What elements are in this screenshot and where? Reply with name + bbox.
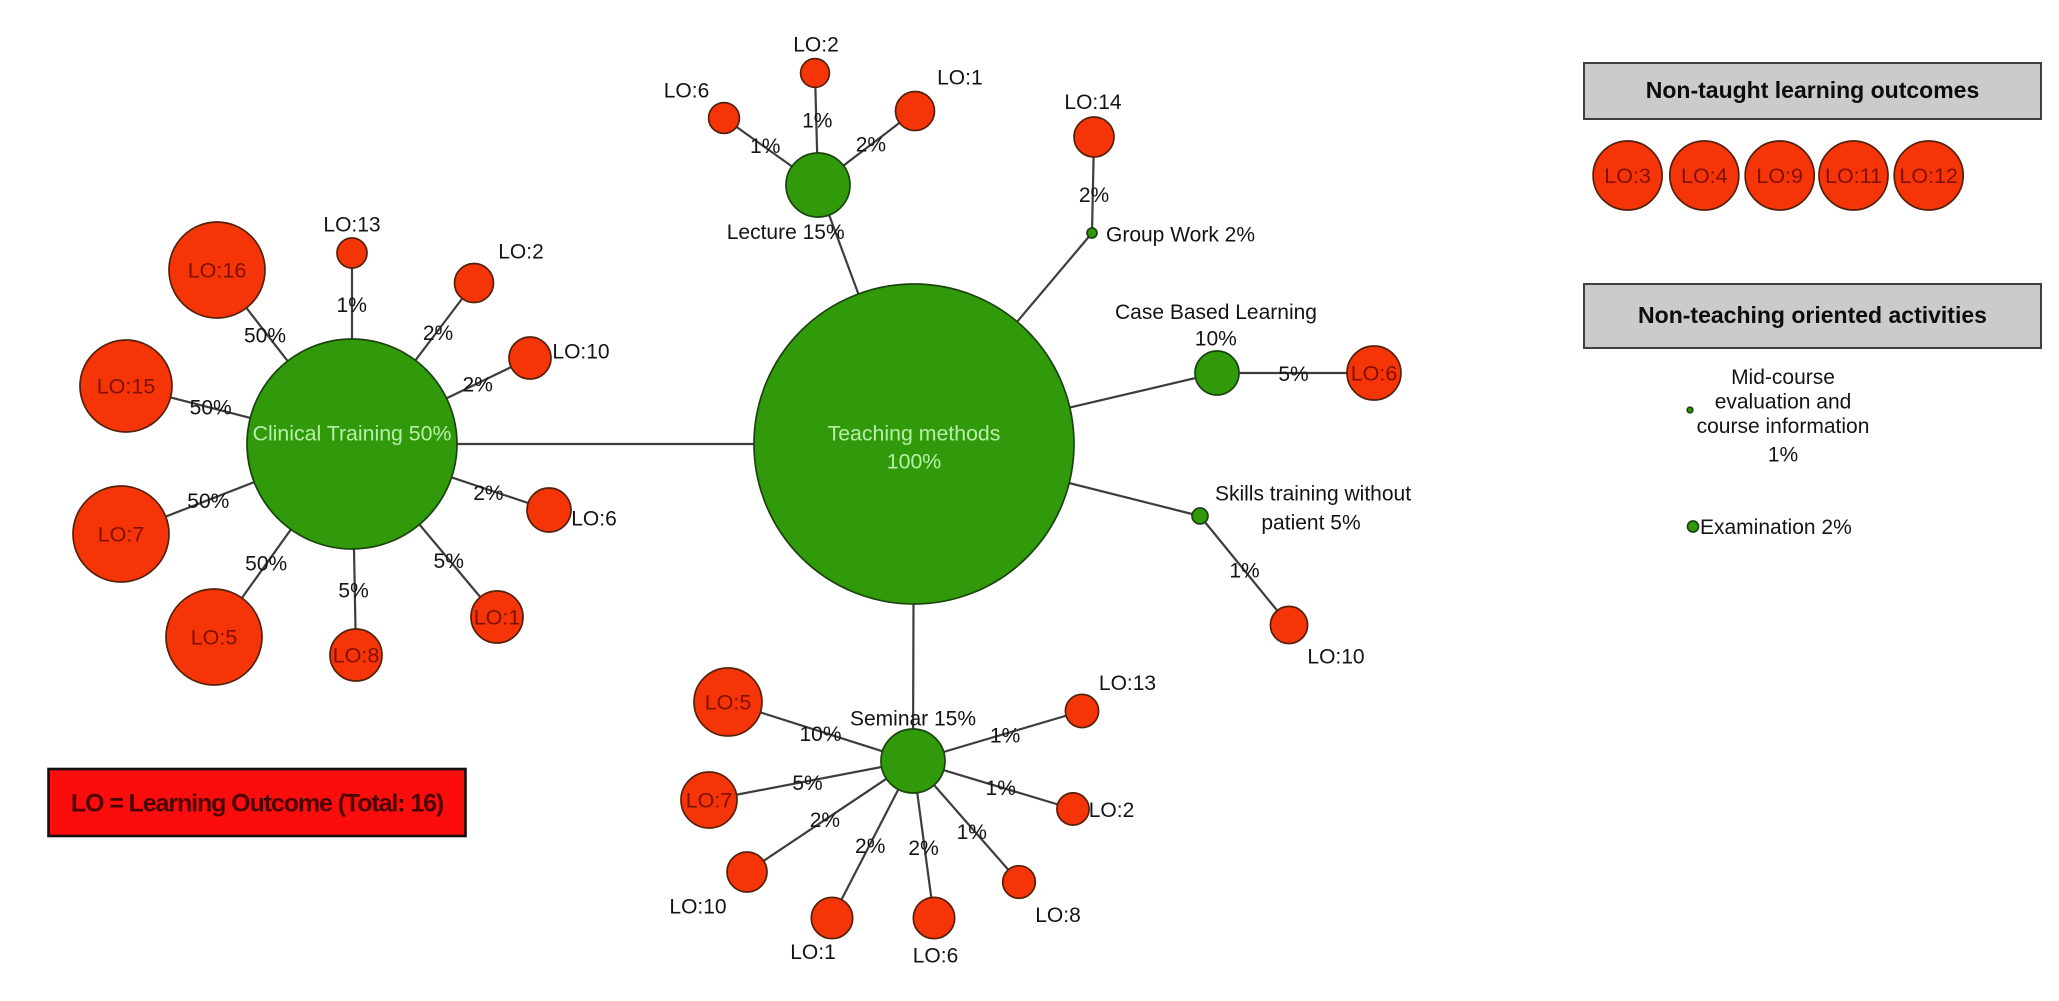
svg-text:1%: 1% [1229,559,1259,582]
svg-text:5%: 5% [434,550,464,573]
svg-text:LO:6: LO:6 [664,79,710,102]
svg-text:LO:3: LO:3 [1604,164,1651,188]
svg-text:10%: 10% [799,723,841,746]
svg-text:LO:16: LO:16 [188,258,247,282]
svg-text:Lecture 15%: Lecture 15% [727,221,845,244]
svg-text:LO:2: LO:2 [1089,799,1135,822]
svg-text:5%: 5% [792,772,822,795]
svg-text:2%: 2% [463,373,493,396]
svg-text:2%: 2% [810,809,840,832]
svg-text:Examination 2%: Examination 2% [1700,516,1852,539]
svg-text:LO:6: LO:6 [571,507,617,530]
svg-text:LO:1: LO:1 [937,66,983,89]
svg-text:LO:13: LO:13 [1099,672,1156,695]
svg-text:2%: 2% [908,837,938,860]
svg-text:2%: 2% [856,134,886,157]
svg-text:course information: course information [1697,415,1870,438]
svg-text:LO:11: LO:11 [1825,164,1882,188]
svg-text:50%: 50% [244,324,286,347]
svg-text:2%: 2% [473,482,503,505]
svg-text:1%: 1% [990,725,1020,748]
svg-text:Mid-course: Mid-course [1731,366,1835,389]
svg-text:patient 5%: patient 5% [1261,511,1360,534]
svg-text:LO:6: LO:6 [1351,361,1398,385]
svg-text:LO:10: LO:10 [669,895,726,918]
svg-text:1%: 1% [1768,443,1798,466]
svg-text:LO:10: LO:10 [552,340,609,363]
svg-text:LO:8: LO:8 [333,643,380,667]
svg-text:LO:7: LO:7 [98,522,145,546]
svg-text:LO:6: LO:6 [913,944,959,967]
svg-text:LO:13: LO:13 [323,213,380,236]
svg-text:LO:8: LO:8 [1035,904,1081,927]
svg-text:10%: 10% [1195,328,1237,351]
svg-text:LO:9: LO:9 [1756,164,1803,188]
svg-text:1%: 1% [957,821,987,844]
svg-text:2%: 2% [1079,184,1109,207]
svg-text:5%: 5% [338,580,368,603]
svg-text:1%: 1% [750,135,780,158]
svg-text:Case Based Learning: Case Based Learning [1115,301,1317,324]
svg-text:1%: 1% [986,777,1016,800]
svg-text:LO:1: LO:1 [474,605,521,629]
svg-text:2%: 2% [423,322,453,345]
svg-text:50%: 50% [245,553,287,576]
svg-text:LO:14: LO:14 [1064,91,1122,114]
svg-text:Seminar 15%: Seminar 15% [850,707,976,730]
svg-text:LO:5: LO:5 [191,625,238,649]
svg-text:LO:2: LO:2 [498,240,544,263]
svg-text:evaluation and: evaluation and [1715,390,1852,413]
svg-text:Skills training without: Skills training without [1215,482,1411,505]
svg-text:LO:15: LO:15 [97,374,156,398]
svg-text:100%: 100% [887,449,942,473]
svg-text:Group Work 2%: Group Work 2% [1106,223,1255,246]
svg-text:LO:1: LO:1 [790,941,836,964]
svg-text:Clinical Training 50%: Clinical Training 50% [253,421,452,445]
svg-text:Teaching methods: Teaching methods [828,421,1001,445]
svg-text:5%: 5% [1278,363,1308,386]
svg-text:Non-teaching oriented activiti: Non-teaching oriented activities [1638,302,1987,328]
svg-text:50%: 50% [187,490,229,513]
svg-text:LO:5: LO:5 [705,690,752,714]
svg-text:1%: 1% [337,294,367,317]
svg-text:Non-taught learning outcomes: Non-taught learning outcomes [1646,77,1980,103]
svg-text:LO = Learning Outcome (Total:: LO = Learning Outcome (Total: 16) [71,790,444,818]
svg-text:LO:10: LO:10 [1307,646,1364,669]
svg-text:2%: 2% [855,835,885,858]
svg-text:LO:2: LO:2 [793,33,839,56]
svg-text:LO:12: LO:12 [1899,164,1958,188]
svg-text:1%: 1% [802,110,832,133]
svg-text:LO:7: LO:7 [686,788,733,812]
svg-text:LO:4: LO:4 [1681,164,1728,188]
svg-text:50%: 50% [190,396,232,419]
